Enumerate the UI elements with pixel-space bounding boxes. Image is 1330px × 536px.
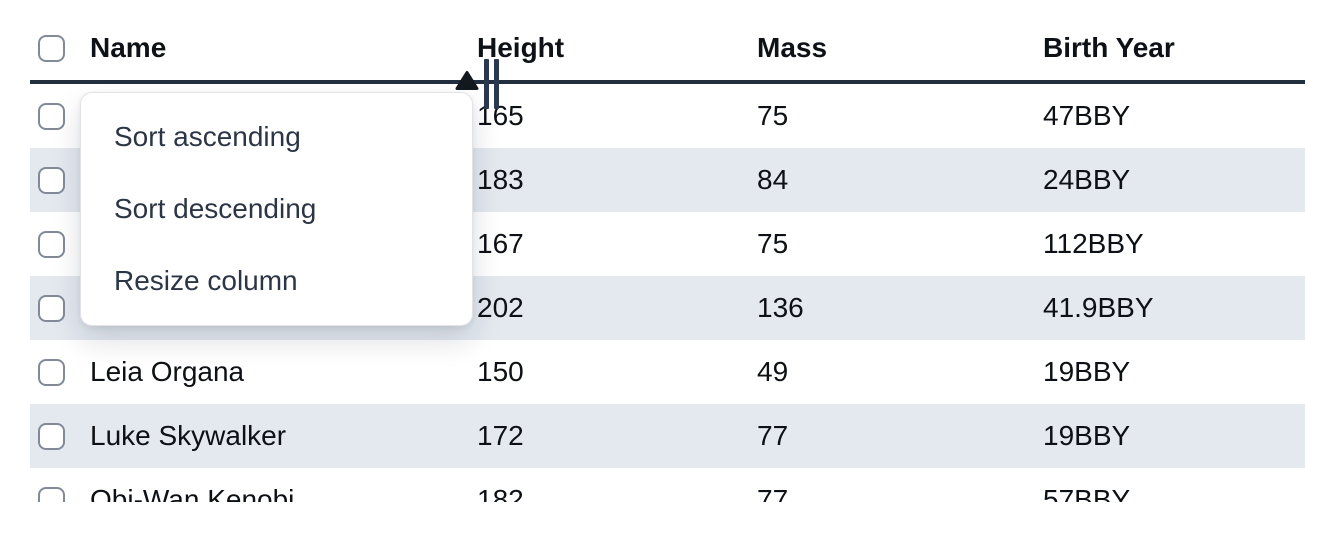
- mass-cell: 75: [757, 228, 789, 259]
- birth-year-cell: 57BBY: [1043, 484, 1131, 502]
- height-cell: 172: [477, 420, 524, 451]
- table-row[interactable]: Leia Organa 150 49 19BBY: [30, 340, 1305, 404]
- row-checkbox[interactable]: [38, 486, 65, 502]
- menu-item-sort-descending[interactable]: Sort descending: [114, 193, 317, 224]
- birth-year-cell: 41.9BBY: [1043, 292, 1154, 323]
- height-cell: 167: [477, 228, 524, 259]
- birth-year-cell: 19BBY: [1043, 420, 1131, 451]
- row-checkbox[interactable]: [38, 230, 65, 258]
- table-row[interactable]: 167 75 112BBY: [30, 212, 1305, 276]
- table-header-row: Name Height Mass Birth Year: [30, 0, 1305, 109]
- table-row[interactable]: Luke Skywalker 172 77 19BBY: [30, 404, 1305, 468]
- height-cell: 202: [477, 292, 524, 323]
- column-header-birth-year[interactable]: Birth Year: [1043, 32, 1175, 63]
- select-all-checkbox[interactable]: [38, 34, 65, 62]
- row-checkbox[interactable]: [38, 358, 65, 386]
- mass-cell: 77: [757, 420, 789, 451]
- row-checkbox[interactable]: [38, 166, 65, 194]
- birth-year-cell: 24BBY: [1043, 164, 1131, 195]
- select-all-cell: [30, 34, 90, 62]
- resize-bar: [494, 59, 499, 109]
- height-cell: 150: [477, 356, 524, 387]
- column-context-menu: Sort ascending Sort descending Resize co…: [80, 92, 473, 326]
- column-header-mass[interactable]: Mass: [757, 32, 828, 63]
- row-checkbox[interactable]: [38, 422, 65, 450]
- mass-cell: 84: [757, 164, 789, 195]
- name-cell: Obi-Wan Kenobi: [90, 484, 295, 502]
- resize-bar: [484, 59, 489, 109]
- column-header-height[interactable]: Height: [477, 32, 565, 63]
- birth-year-cell: 19BBY: [1043, 356, 1131, 387]
- height-cell: 183: [477, 164, 524, 195]
- birth-year-cell: 112BBY: [1043, 228, 1144, 259]
- column-header-name[interactable]: Name: [90, 32, 499, 109]
- name-cell: Leia Organa: [90, 356, 245, 387]
- height-cell: 165: [477, 100, 524, 131]
- column-header-name-label: Name: [90, 32, 167, 63]
- birth-year-cell: 47BBY: [1043, 100, 1131, 131]
- mass-cell: 49: [757, 356, 789, 387]
- name-cell: Luke Skywalker: [90, 420, 287, 451]
- row-checkbox[interactable]: [38, 294, 65, 322]
- menu-item-sort-ascending[interactable]: Sort ascending: [114, 121, 301, 152]
- mass-cell: 77: [757, 484, 789, 502]
- mass-cell: 136: [757, 292, 804, 323]
- row-checkbox[interactable]: [38, 102, 65, 130]
- menu-item-resize-column[interactable]: Resize column: [114, 265, 298, 296]
- height-cell: 182: [477, 484, 524, 502]
- table-row[interactable]: 165 75 47BBY: [30, 84, 1305, 148]
- table-row[interactable]: Obi-Wan Kenobi 182 77 57BBY: [30, 468, 1305, 502]
- column-resize-handle-icon[interactable]: [484, 59, 499, 109]
- mass-cell: 75: [757, 100, 789, 131]
